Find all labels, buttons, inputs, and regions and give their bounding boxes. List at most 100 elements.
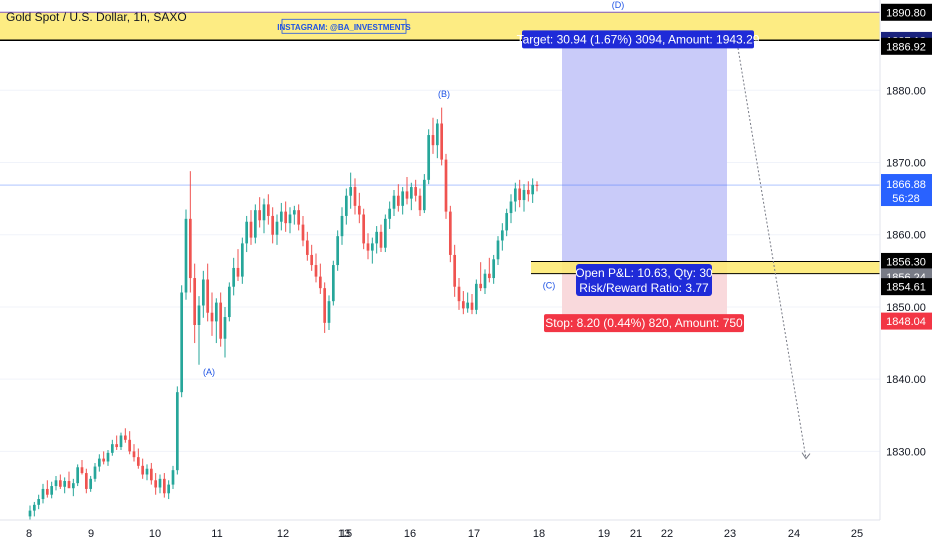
candle-body — [479, 283, 483, 289]
candle-body — [253, 210, 257, 238]
rr-label-text: Risk/Reward Ratio: 3.77 — [579, 281, 709, 295]
candle-body — [184, 218, 188, 293]
candle-body — [375, 231, 379, 244]
candle-body — [158, 478, 162, 488]
candle — [513, 182, 517, 212]
price-tag-label: 1856.30 — [886, 256, 926, 268]
candle — [379, 224, 383, 253]
candle-body — [297, 210, 301, 225]
price-tag: 1866.88 56:28 — [881, 174, 932, 207]
candle-body — [76, 467, 80, 484]
candle-body — [110, 444, 114, 453]
candle — [492, 254, 496, 284]
candle — [232, 257, 236, 296]
chart-title: Gold Spot / U.S. Dollar, 1h, SAXO — [6, 10, 187, 24]
candle — [80, 460, 84, 475]
candle — [253, 204, 257, 244]
candle-body — [422, 179, 426, 211]
candle — [84, 468, 88, 494]
x-tick-label: 24 — [788, 528, 800, 540]
candle-body — [401, 191, 405, 206]
candle — [305, 231, 309, 261]
candle-body — [219, 302, 223, 339]
candle — [76, 464, 80, 487]
candle — [180, 285, 184, 398]
candle — [136, 448, 140, 469]
candle — [154, 473, 158, 495]
candle — [366, 233, 370, 260]
candle-body — [102, 458, 106, 462]
candle — [37, 494, 41, 510]
candle — [206, 263, 210, 322]
price-tag: 1854.61 — [881, 278, 932, 296]
candle-body — [331, 265, 335, 302]
x-tick-label: 21 — [630, 528, 642, 540]
price-tag-bg — [881, 3, 932, 21]
candle — [318, 263, 322, 294]
projection-arrowhead — [801, 452, 811, 460]
candle-body — [418, 195, 422, 211]
x-tick-label: 19 — [598, 528, 610, 540]
candle — [89, 475, 93, 492]
candle — [45, 480, 49, 498]
candle-body — [340, 215, 344, 237]
candle-body — [262, 204, 266, 221]
price-tag-sublabel: 56:28 — [892, 193, 920, 205]
candle-body — [318, 276, 322, 289]
target-label: Target: 30.94 (1.67%) 3094, Amount: 1943… — [517, 30, 760, 49]
candle — [271, 207, 275, 244]
candle — [422, 174, 426, 214]
candle-body — [310, 254, 314, 266]
candle-body — [132, 451, 136, 458]
candle — [487, 257, 491, 283]
candle — [427, 129, 431, 185]
candle-body — [197, 305, 201, 325]
y-tick-label: 1860.00 — [886, 230, 926, 242]
candle-body — [210, 312, 214, 322]
candle-body — [266, 204, 270, 216]
candle — [314, 253, 318, 283]
candle — [171, 465, 175, 489]
candle-body — [288, 214, 292, 224]
candle — [288, 207, 292, 234]
candle-body — [80, 467, 84, 474]
candle-body — [531, 184, 535, 195]
x-tick-label: 8 — [26, 528, 32, 540]
candle — [340, 207, 344, 245]
candle-body — [249, 221, 253, 238]
watermark: INSTAGRAM: @BA_INVESTMENTS — [277, 18, 411, 34]
candle — [97, 454, 101, 472]
candle — [301, 215, 305, 247]
candle-body — [214, 302, 218, 322]
candle-body — [327, 301, 331, 323]
pnl-label-bg — [576, 264, 712, 296]
candle-body — [431, 135, 435, 146]
price-tag-bg — [881, 312, 932, 330]
candle — [331, 260, 335, 306]
candle-body — [145, 468, 149, 475]
candle-body — [362, 214, 366, 244]
candle-body — [301, 224, 305, 241]
candle-body — [240, 243, 244, 277]
candle — [210, 292, 214, 336]
x-tick-label: 25 — [851, 528, 863, 540]
x-tick-label: 18 — [533, 528, 545, 540]
candle — [518, 179, 522, 208]
candle — [115, 435, 119, 450]
candle-body — [67, 481, 71, 489]
candle — [240, 237, 244, 284]
stop-label: Stop: 8.20 (0.44%) 820, Amount: 750 — [544, 314, 744, 333]
candle-body — [292, 210, 296, 215]
candle — [132, 444, 136, 462]
candle — [249, 210, 253, 245]
price-tag-bg — [881, 37, 932, 55]
x-tick-label: 10 — [149, 528, 161, 540]
candle — [123, 428, 127, 443]
candle — [41, 483, 45, 504]
candle — [362, 208, 366, 250]
candle — [219, 292, 223, 347]
price-tag: 1890.80 — [881, 3, 932, 21]
price-tag-bg — [881, 174, 932, 207]
candle — [236, 249, 240, 281]
